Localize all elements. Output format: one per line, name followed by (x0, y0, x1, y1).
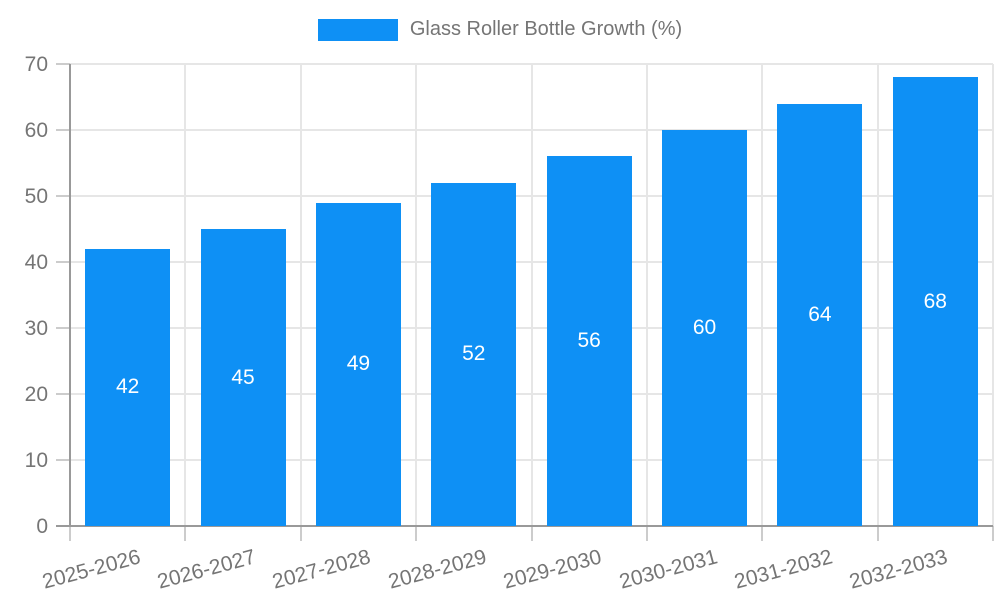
y-axis-tick (56, 63, 70, 65)
v-gridline (645, 64, 648, 526)
bar-value-label: 64 (808, 302, 832, 326)
x-axis-tick (299, 526, 302, 541)
v-gridline (299, 64, 302, 526)
x-axis-tick (415, 526, 418, 541)
y-axis-tick (56, 459, 70, 461)
y-axis-tick (56, 261, 70, 263)
v-gridline (184, 64, 187, 526)
y-tick-label: 30 (24, 317, 48, 340)
bar-value-label: 42 (116, 375, 140, 399)
v-gridline (761, 64, 764, 526)
bar-2031-2032[interactable] (777, 103, 863, 526)
bar-value-label: 60 (692, 316, 717, 339)
legend-swatch (317, 18, 398, 41)
bar-value-label: 68 (923, 289, 947, 313)
y-axis-tick (56, 195, 70, 197)
v-gridline (992, 64, 994, 526)
y-tick-label: 0 (36, 515, 48, 538)
x-axis-baseline (56, 525, 993, 527)
bar-2032-2033[interactable] (892, 77, 978, 526)
x-axis-tick (184, 526, 187, 541)
x-axis-tick (69, 526, 71, 541)
bar-2029-2030[interactable] (546, 156, 632, 526)
x-axis-tick (761, 526, 764, 541)
y-tick-label: 50 (24, 185, 48, 208)
y-tick-label: 20 (24, 383, 48, 406)
x-axis-tick (530, 526, 533, 541)
bar-2030-2031[interactable] (662, 130, 748, 526)
chart-legend[interactable]: Glass Roller Bottle Growth (%) (0, 18, 1000, 41)
y-axis-tick (56, 393, 70, 395)
y-tick-label: 60 (24, 119, 48, 142)
bar-value-label: 49 (346, 352, 371, 376)
bar-value-label: 52 (462, 342, 486, 366)
y-axis-tick (56, 327, 70, 329)
y-tick-label: 40 (24, 251, 48, 274)
y-axis-tick (56, 129, 70, 131)
x-axis-tick (645, 526, 648, 541)
bar-2026-2027[interactable] (200, 229, 286, 526)
bar-2027-2028[interactable] (315, 202, 401, 526)
y-tick-label: 10 (24, 449, 48, 472)
bar-value-label: 45 (231, 365, 255, 389)
bar-2028-2029[interactable] (431, 182, 517, 526)
v-gridline (876, 64, 879, 526)
v-gridline (530, 64, 533, 526)
bar-value-label: 56 (577, 329, 601, 353)
x-axis-tick (992, 526, 994, 541)
bar-2025-2026[interactable] (85, 248, 171, 526)
v-gridline (415, 64, 418, 526)
legend-label: Glass Roller Bottle Growth (%) (409, 18, 683, 40)
y-tick-label: 70 (24, 53, 48, 76)
x-axis-tick (876, 526, 879, 541)
y-axis-line (69, 64, 71, 526)
